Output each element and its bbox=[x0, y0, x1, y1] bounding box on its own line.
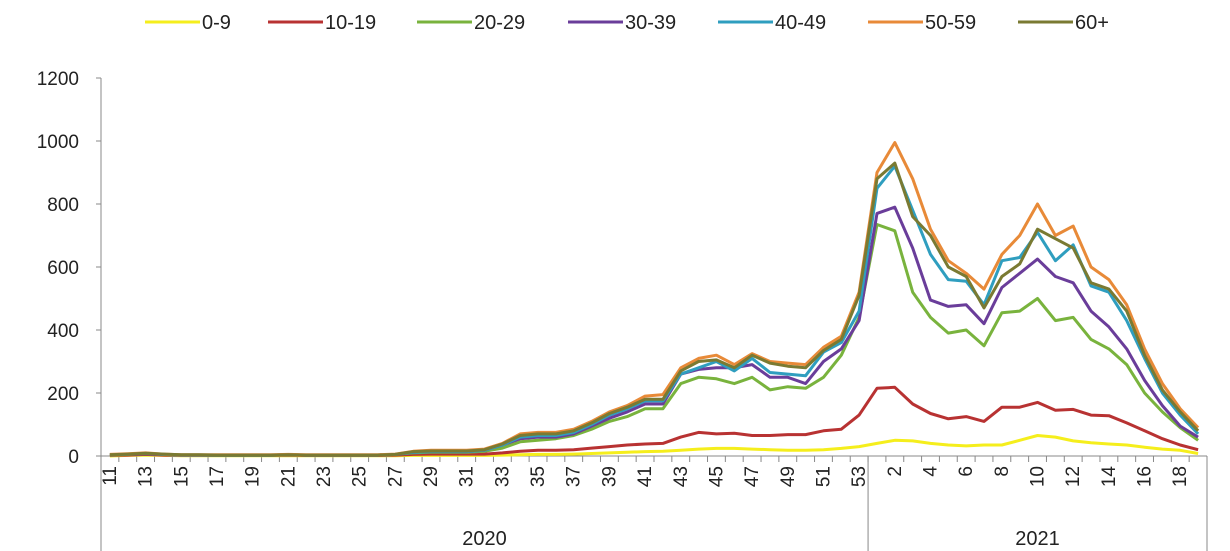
x-tick-label: 10 bbox=[1028, 466, 1049, 487]
legend-label-0-9: 0-9 bbox=[202, 12, 231, 34]
x-tick-label: 21 bbox=[278, 466, 299, 487]
y-axis: 0 200 400 600 800 1000 1200 bbox=[37, 69, 102, 468]
x-tick-label: 25 bbox=[350, 466, 371, 487]
x-tick-label: 12 bbox=[1063, 466, 1084, 487]
x-tick-label: 29 bbox=[421, 466, 442, 487]
x-tick-label: 35 bbox=[528, 466, 549, 487]
x-tick-label: 23 bbox=[314, 466, 335, 487]
x-tick-label: 47 bbox=[742, 466, 763, 487]
x-tick-label: 43 bbox=[671, 466, 692, 487]
x-tick-label: 51 bbox=[813, 466, 834, 487]
x-tick-label: 41 bbox=[635, 466, 656, 487]
y-tick-label: 200 bbox=[47, 384, 79, 405]
legend-label-60+: 60+ bbox=[1075, 12, 1109, 34]
x-tick-label: 4 bbox=[921, 466, 942, 477]
x-tick-label: 16 bbox=[1135, 466, 1156, 487]
plot-lines bbox=[109, 141, 1200, 458]
series-line-20-29 bbox=[109, 223, 1199, 457]
series-line-60+ bbox=[109, 161, 1200, 457]
legend-label-40-49: 40-49 bbox=[775, 12, 826, 34]
x-tick-label: 15 bbox=[171, 466, 192, 487]
x-tick-label: 18 bbox=[1170, 466, 1191, 487]
y-tick-label: 600 bbox=[47, 258, 79, 279]
year-label-2021: 2021 bbox=[1015, 528, 1060, 550]
year-label-2020: 2020 bbox=[462, 528, 507, 550]
legend-label-20-29: 20-29 bbox=[474, 12, 525, 34]
legend-label-10-19: 10-19 bbox=[325, 12, 376, 34]
x-tick-label: 19 bbox=[243, 466, 264, 487]
series-line-30-39 bbox=[109, 205, 1199, 457]
x-tick-label: 17 bbox=[207, 466, 228, 487]
y-tick-label: 400 bbox=[47, 321, 79, 342]
series-line-0-9 bbox=[109, 434, 1199, 458]
x-tick-label: 14 bbox=[1099, 466, 1120, 488]
x-tick-label: 37 bbox=[564, 466, 585, 487]
y-tick-label: 1200 bbox=[37, 69, 79, 90]
x-tick-label: 13 bbox=[136, 466, 157, 487]
x-tick-label: 33 bbox=[492, 466, 513, 487]
x-tick-label: 6 bbox=[956, 466, 977, 477]
legend-label-50-59: 50-59 bbox=[925, 12, 976, 34]
x-tick-label: 39 bbox=[599, 466, 620, 487]
x-tick-label: 8 bbox=[992, 466, 1013, 477]
legend: 0-9 10-19 20-29 30-39 40-49 50-59 60+ bbox=[145, 12, 1109, 34]
x-tick-label: 11 bbox=[100, 466, 121, 486]
y-tick-label: 800 bbox=[47, 195, 79, 216]
y-tick-label: 0 bbox=[68, 447, 79, 468]
x-tick-label: 2 bbox=[885, 466, 906, 477]
x-tick-label: 45 bbox=[706, 466, 727, 487]
x-tick-label: 49 bbox=[778, 466, 799, 487]
x-tick-label: 53 bbox=[849, 466, 870, 487]
legend-label-30-39: 30-39 bbox=[625, 12, 676, 34]
y-tick-label: 1000 bbox=[37, 132, 79, 153]
x-tick-label: 27 bbox=[385, 466, 406, 487]
series-line-10-19 bbox=[109, 385, 1199, 457]
x-tick-label: 31 bbox=[457, 466, 478, 487]
x-axis: 11 13 15 17 19 21 23 25 27 29 31 33 35 37 39 41 43 45 47 49… bbox=[100, 455, 1208, 551]
